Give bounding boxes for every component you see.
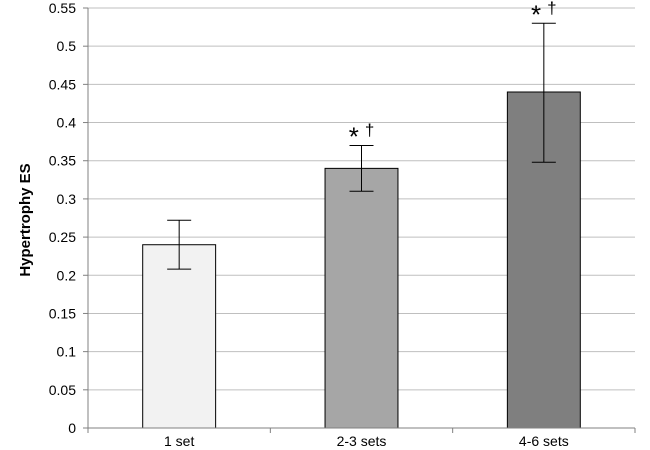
y-tick-label: 0.15	[49, 305, 76, 321]
bar-2	[324, 167, 399, 429]
y-axis-title: Hypertrophy ES	[17, 163, 34, 276]
x-category-label: 1 set	[164, 433, 194, 449]
x-axis-labels: 1 set 2-3 sets 4-6 sets	[164, 433, 569, 449]
y-tick-label: 0.25	[49, 229, 76, 245]
axes	[87, 8, 636, 433]
significance-annotation: * †	[349, 120, 375, 151]
y-tick-label: 0.35	[49, 153, 76, 169]
y-tick-label: 0.3	[57, 191, 77, 207]
significance-annotations: * † * †	[349, 0, 557, 151]
y-tick-label: 0.45	[49, 76, 76, 92]
y-tick-label: 0.1	[57, 344, 77, 360]
y-axis-ticks: 0 0.05 0.1 0.15 0.2 0.25 0.3 0.35 0.4 0.45 0.5 0.55	[49, 0, 88, 436]
x-category-label: 2-3 sets	[337, 433, 387, 449]
bars	[142, 91, 581, 429]
y-tick-label: 0.2	[57, 267, 77, 283]
y-tick-label: 0.4	[57, 115, 77, 131]
y-tick-label: 0.05	[49, 382, 76, 398]
bar-1	[142, 244, 217, 429]
y-tick-label: 0	[68, 420, 76, 436]
error-bars	[167, 22, 556, 270]
y-tick-label: 0.55	[49, 0, 76, 16]
significance-annotation: * †	[531, 0, 557, 29]
y-tick-label: 0.5	[57, 38, 77, 54]
x-category-label: 4-6 sets	[519, 433, 569, 449]
